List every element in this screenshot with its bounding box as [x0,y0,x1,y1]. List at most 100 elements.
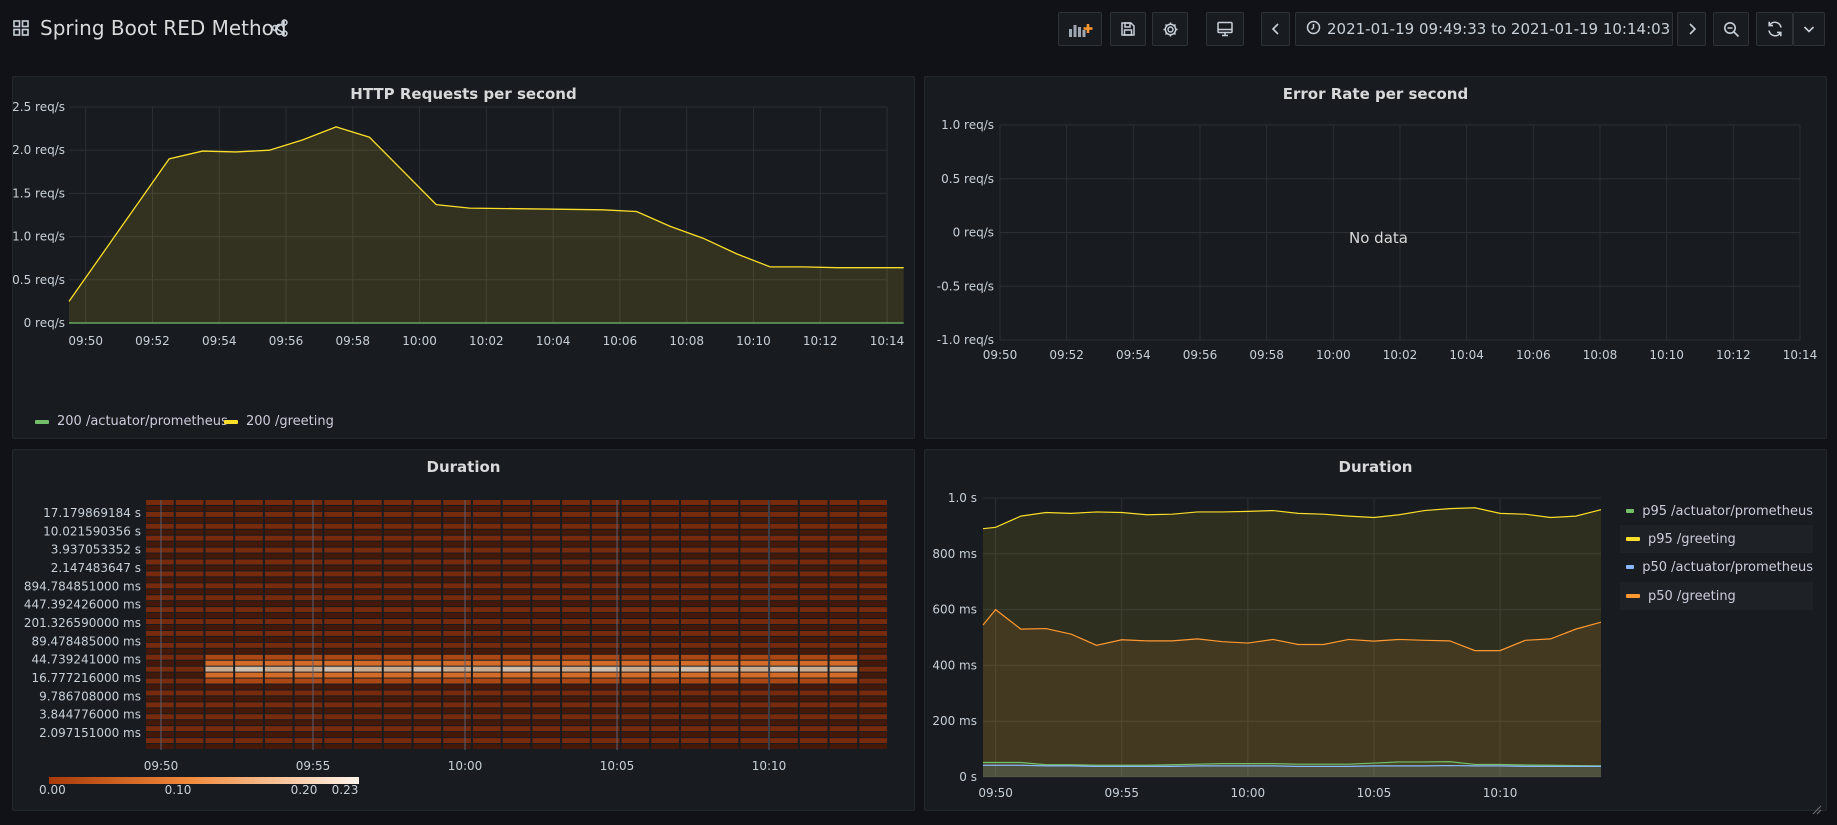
heatmap-cell [740,702,769,708]
heatmap-cell [532,523,561,529]
resize-handle-icon[interactable] [1812,800,1822,819]
heatmap-cell [680,565,709,571]
heatmap-cell [413,660,442,666]
legend-item[interactable]: p50 /greeting [1620,582,1813,610]
heatmap-cell [621,577,650,583]
refresh-interval-dropdown[interactable] [1793,12,1825,46]
heatmap-cell [680,684,709,690]
heatmap-cell [235,726,263,732]
heatmap-cell [770,547,798,553]
heatmap-cell [175,517,204,523]
share-icon[interactable] [271,19,289,37]
heatmap-cell [710,523,739,529]
legend-item[interactable]: p95 /greeting [1620,525,1813,553]
heatmap-cell [532,726,561,732]
heatmap-cell [859,505,887,511]
heatmap-cell [502,529,531,535]
heatmap-cell [591,648,620,654]
time-range-back-button[interactable] [1261,12,1290,46]
heatmap-cell [146,696,174,702]
heatmap-cell [680,666,709,672]
panel-title[interactable]: Error Rate per second [1282,85,1469,103]
heatmap-cell [562,625,590,630]
dashboard-title[interactable]: Spring Boot RED Method [40,16,287,40]
heatmap-cell [829,690,858,696]
heatmap-cell [562,714,590,720]
y-tick-label: 447.392426000 ms [24,598,141,612]
heatmap-cell [354,541,382,547]
heatmap-cell [799,535,828,541]
tv-mode-button[interactable] [1206,12,1244,46]
heatmap-cell [651,636,679,642]
panel-title[interactable]: Duration [1338,458,1413,476]
x-tick-label: 09:58 [335,334,370,348]
chevron-right-icon [1687,23,1697,35]
heatmap-cell [680,660,709,666]
heatmap-cell [264,529,293,535]
dashboard-settings-button[interactable] [1152,12,1188,46]
save-dashboard-button[interactable] [1110,12,1146,46]
heatmap-cell [146,642,174,648]
heatmap-cell [502,714,531,720]
heatmap-cell [235,517,263,523]
duration-heatmap-panel: Duration 2.097151000 ms 3.844776000 ms 9.7… [12,449,915,811]
heatmap-cell [859,720,887,726]
time-range-forward-button[interactable] [1677,12,1706,46]
http-requests-chart: 0 req/s 0.5 req/s 1.0 req/s 1.5 req/s 2.0 re… [13,100,904,348]
heatmap-cell [829,535,858,541]
heatmap-cell [651,654,679,660]
heatmap-cell [205,553,234,559]
heatmap-cell [294,666,323,672]
x-tick-label: 09:56 [269,334,304,348]
panel-title[interactable]: HTTP Requests per second [350,85,577,103]
heatmap-cell [175,732,204,738]
heatmap-cell [859,642,887,648]
heatmap-cell [294,636,323,642]
heatmap-cell [680,654,709,660]
heatmap-cell [621,589,650,595]
heatmap-cell [799,726,828,732]
heatmap-cell [324,577,353,583]
x-tick-label: 09:54 [202,334,237,348]
heatmap-cell [175,541,204,547]
heatmap-cell [175,684,204,690]
heatmap-cell [146,666,174,672]
heatmap-cell [235,666,263,672]
x-tick-label: 09:55 [296,759,331,773]
legend-item[interactable]: p50 /actuator/prometheus [1620,553,1813,581]
heatmap-cell [146,589,174,595]
heatmap-cell [235,583,263,589]
legend-item[interactable]: 200 /actuator/prometheus [35,414,228,429]
heatmap-cell [621,619,650,624]
time-range-picker[interactable]: 2021-01-19 09:49:33 to 2021-01-19 10:14:… [1295,12,1690,46]
heatmap-cell [799,500,828,505]
heatmap-cell [264,648,293,654]
heatmap-cell [562,511,590,517]
heatmap-cell [651,500,679,505]
heatmap-cell [383,619,412,624]
legend-item[interactable]: 200 /greeting [224,414,334,429]
heatmap-cell [680,571,709,577]
refresh-button[interactable] [1756,12,1793,46]
heatmap-cell [354,666,382,672]
heatmap-cell [146,630,174,636]
add-panel-button[interactable] [1058,12,1102,46]
heatmap-cell [621,708,650,714]
time-range-label: 2021-01-19 09:49:33 to 2021-01-19 10:14:… [1327,20,1671,38]
heatmap-cell [621,607,650,613]
dashboard-grid-icon[interactable] [13,20,29,36]
panel-title[interactable]: Duration [426,458,501,476]
zoom-out-button[interactable] [1713,12,1749,46]
heatmap-cell [621,547,650,553]
heatmap-cell [502,726,531,732]
heatmap-cell [146,511,174,517]
heatmap-cell [443,684,471,690]
heatmap-cell [264,517,293,523]
legend-item[interactable]: p95 /actuator/prometheus [1620,497,1813,525]
heatmap-cell [502,642,531,648]
y-tick-label: 0 s [959,770,977,784]
heatmap-cell [859,601,887,607]
heatmap-cell [146,625,174,630]
heatmap-cell [502,547,531,553]
heatmap-cell [710,744,739,749]
